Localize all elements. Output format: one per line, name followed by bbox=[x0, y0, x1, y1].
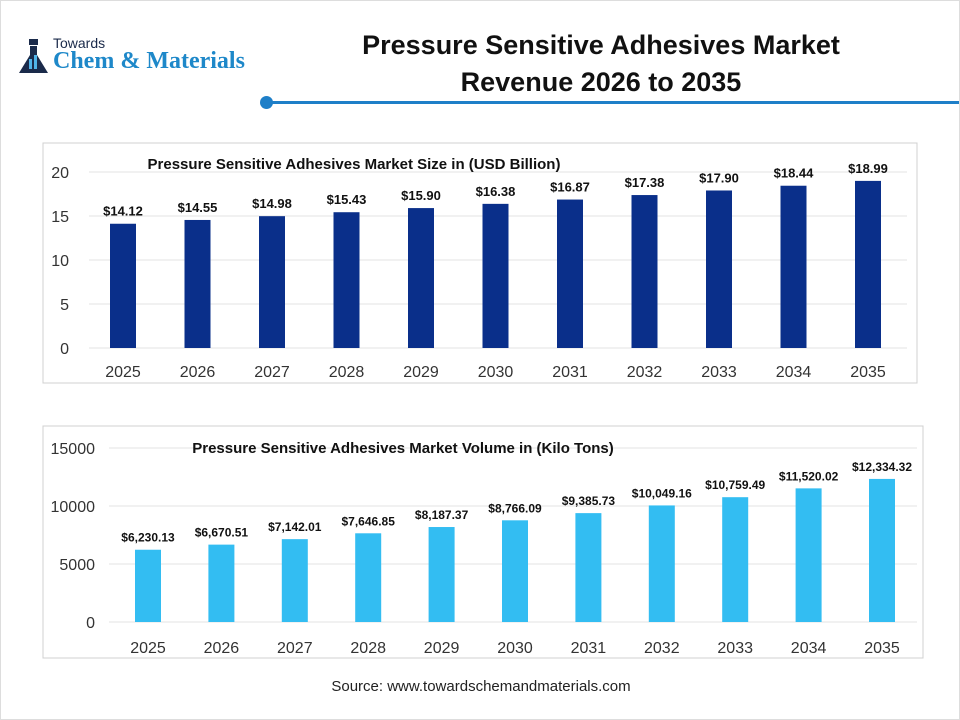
x-tick-label: 2031 bbox=[571, 640, 607, 657]
x-tick-label: 2025 bbox=[130, 640, 166, 657]
source-text: Source: www.towardschemandmaterials.com bbox=[331, 678, 631, 695]
data-label: $15.43 bbox=[327, 192, 367, 207]
y-tick-label: 20 bbox=[51, 165, 69, 182]
bar-2025 bbox=[110, 223, 136, 348]
data-label: $17.38 bbox=[625, 175, 665, 190]
bar-2027 bbox=[281, 539, 308, 622]
y-tick-label: 10000 bbox=[51, 499, 96, 516]
title-line-1: Pressure Sensitive Adhesives Market bbox=[362, 30, 840, 60]
bar-2028 bbox=[355, 533, 382, 622]
header-rule bbox=[267, 101, 959, 104]
y-tick-label: 15 bbox=[51, 209, 69, 226]
bar-2031 bbox=[575, 513, 602, 622]
bar-2026 bbox=[208, 544, 235, 622]
x-tick-label: 2034 bbox=[791, 640, 827, 657]
data-label: $12,334.32 bbox=[852, 460, 912, 474]
x-tick-label: 2027 bbox=[277, 640, 313, 657]
x-tick-label: 2029 bbox=[424, 640, 460, 657]
x-tick-label: 2028 bbox=[350, 640, 386, 657]
logo-line1: Towards bbox=[53, 35, 106, 51]
bar-2030 bbox=[482, 203, 509, 348]
data-label: $18.99 bbox=[848, 161, 888, 176]
data-label: $8,187.37 bbox=[415, 508, 469, 522]
bar-2027 bbox=[259, 216, 285, 348]
x-tick-label: 2032 bbox=[627, 364, 663, 381]
x-tick-label: 2025 bbox=[105, 364, 141, 381]
data-label: $18.44 bbox=[774, 166, 815, 181]
x-tick-label: 2032 bbox=[644, 640, 680, 657]
x-tick-label: 2028 bbox=[329, 364, 365, 381]
data-label: $7,646.85 bbox=[342, 514, 396, 528]
x-tick-label: 2033 bbox=[701, 364, 737, 381]
data-label: $6,230.13 bbox=[121, 531, 175, 545]
data-label: $10,049.16 bbox=[632, 486, 692, 500]
data-label: $16.87 bbox=[550, 180, 590, 195]
page-title: Pressure Sensitive Adhesives Market Reve… bbox=[301, 27, 901, 101]
bar-2033 bbox=[706, 190, 732, 348]
bar-2028 bbox=[333, 212, 360, 348]
data-label: $11,520.02 bbox=[779, 469, 839, 483]
bar-2031 bbox=[557, 199, 583, 348]
x-tick-label: 2027 bbox=[254, 364, 290, 381]
x-tick-label: 2035 bbox=[864, 640, 900, 657]
data-label: $7,142.01 bbox=[268, 520, 322, 534]
chart-title: Pressure Sensitive Adhesives Market Volu… bbox=[192, 440, 614, 457]
data-label: $9,385.73 bbox=[562, 494, 616, 508]
title-line-2: Revenue 2026 to 2035 bbox=[460, 67, 742, 97]
y-tick-label: 15000 bbox=[51, 441, 96, 458]
y-tick-label: 5000 bbox=[59, 557, 95, 574]
bar-2029 bbox=[428, 527, 455, 622]
x-tick-label: 2029 bbox=[403, 364, 439, 381]
bar-2032 bbox=[631, 195, 658, 348]
x-tick-label: 2035 bbox=[850, 364, 886, 381]
data-label: $14.98 bbox=[252, 196, 292, 211]
bar-2032 bbox=[648, 505, 675, 622]
flask-icon bbox=[19, 39, 48, 73]
bar-2033 bbox=[722, 497, 749, 622]
bar-2025 bbox=[135, 549, 161, 622]
data-label: $16.38 bbox=[476, 184, 516, 199]
x-tick-label: 2030 bbox=[478, 364, 514, 381]
y-tick-label: 5 bbox=[60, 297, 69, 314]
y-tick-label: 0 bbox=[86, 615, 95, 632]
bar-2029 bbox=[408, 208, 434, 348]
data-label: $15.90 bbox=[401, 188, 441, 203]
bar-2034 bbox=[795, 488, 822, 622]
bar-2035 bbox=[855, 180, 881, 348]
x-tick-label: 2026 bbox=[180, 364, 216, 381]
data-label: $8,766.09 bbox=[488, 501, 542, 515]
x-tick-label: 2031 bbox=[552, 364, 588, 381]
data-label: $17.90 bbox=[699, 170, 739, 185]
logo-line2: Chem & Materials bbox=[53, 48, 245, 74]
chart-frame bbox=[42, 425, 924, 659]
bar-2030 bbox=[502, 520, 528, 622]
data-label: $14.12 bbox=[103, 204, 143, 219]
x-tick-label: 2033 bbox=[717, 640, 753, 657]
x-tick-label: 2026 bbox=[204, 640, 240, 657]
bar-2034 bbox=[780, 185, 807, 348]
data-label: $10,759.49 bbox=[705, 478, 765, 492]
data-label: $14.55 bbox=[178, 200, 218, 215]
x-tick-label: 2034 bbox=[776, 364, 812, 381]
chart-title: Pressure Sensitive Adhesives Market Size… bbox=[148, 156, 561, 173]
rule-dot bbox=[260, 96, 273, 109]
bar-2026 bbox=[184, 219, 211, 348]
y-tick-label: 0 bbox=[60, 341, 69, 358]
x-tick-label: 2030 bbox=[497, 640, 533, 657]
y-tick-label: 10 bbox=[51, 253, 69, 270]
bar-2035 bbox=[869, 478, 895, 622]
data-label: $6,670.51 bbox=[195, 526, 249, 540]
